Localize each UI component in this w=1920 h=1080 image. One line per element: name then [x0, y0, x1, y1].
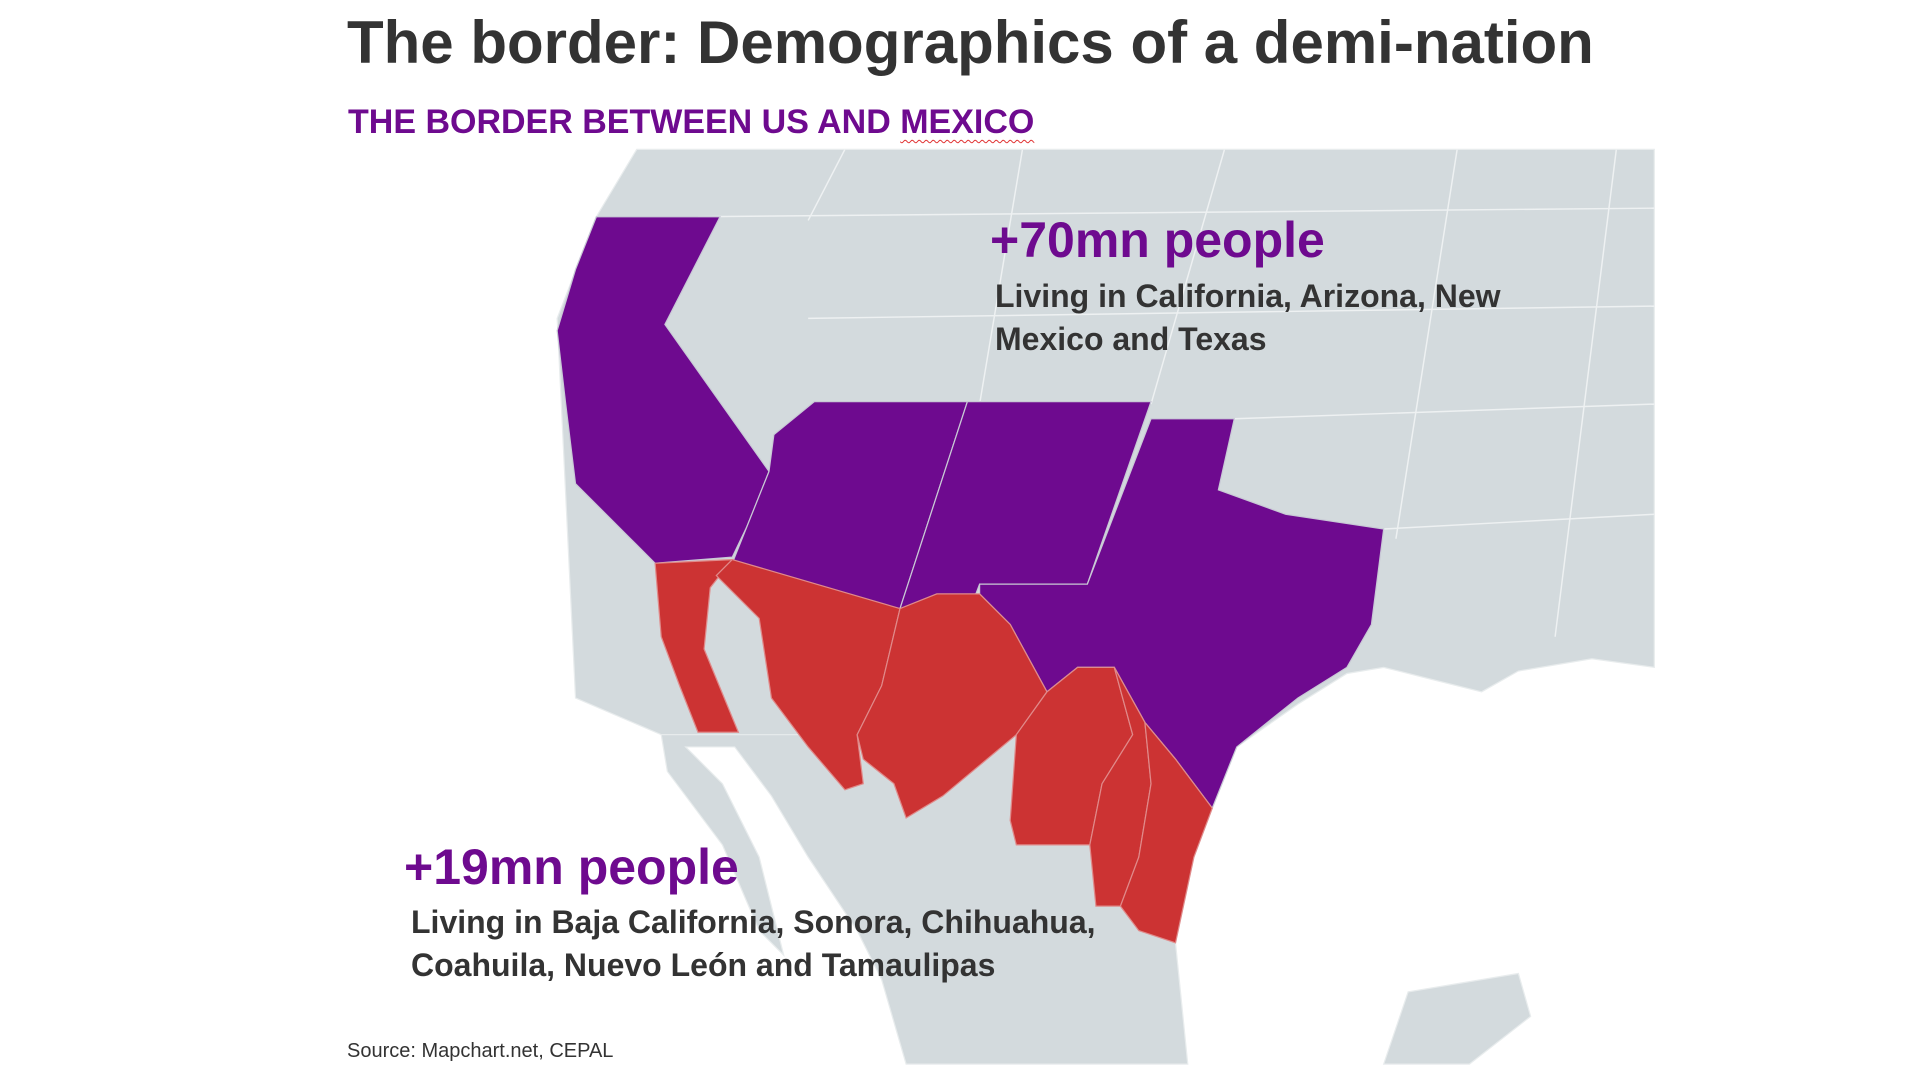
source-note: Source: Mapchart.net, CEPAL: [347, 1040, 614, 1062]
subtitle-prefix: THE BORDER BETWEEN US AND: [348, 103, 901, 141]
subtitle-spellcheck-word: MEXICO: [900, 103, 1035, 141]
chihuahua-region: [856, 593, 1048, 819]
page-title: The border: Demographics of a demi-natio…: [347, 9, 1594, 76]
mexico-population-headline: +19mn people: [404, 839, 739, 895]
us-population-description: Living in California, Arizona, New Mexic…: [995, 278, 1501, 357]
us-population-headline: +70mn people: [990, 212, 1325, 268]
tamaulipas-region: [1119, 720, 1213, 944]
cuba-land: [1382, 972, 1532, 1065]
subtitle: THE BORDER BETWEEN US AND MEXICO: [348, 103, 1034, 142]
mexico-population-description: Living in Baja California, Sonora, Chihu…: [411, 904, 1096, 983]
